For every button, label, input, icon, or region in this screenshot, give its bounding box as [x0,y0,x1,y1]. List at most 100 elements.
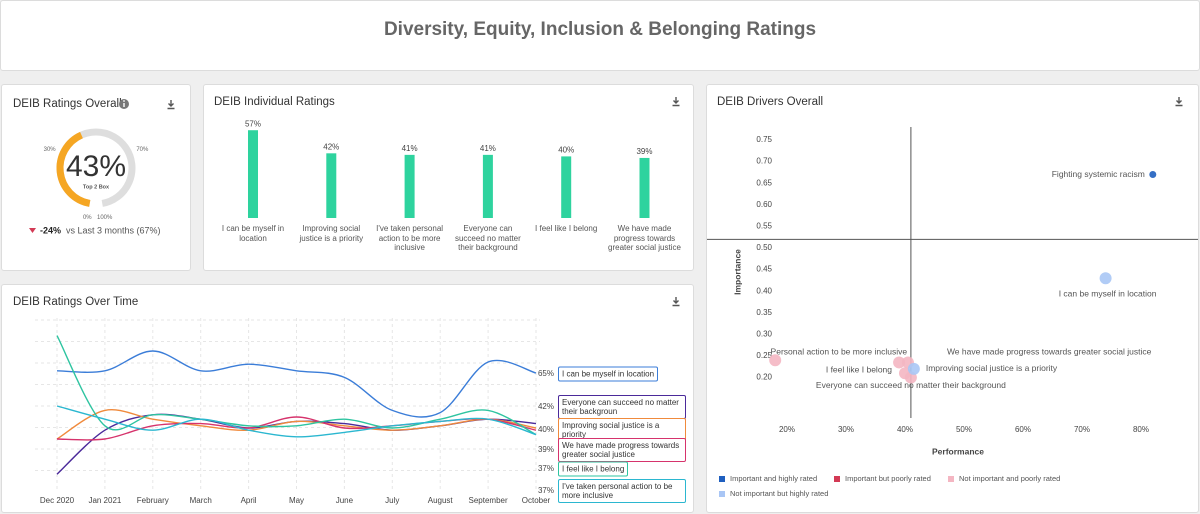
scatter-point [893,356,906,369]
y-tick-label: 0.50 [756,243,772,252]
panel-title: DEIB Ratings Overall [13,98,122,110]
point-label: I feel like I belong [826,364,892,374]
gauge-tick-label: 100% [97,215,113,221]
end-value-label: 40% [538,425,554,434]
series-line [56,409,537,440]
x-tick-label: April [241,496,257,505]
x-tick-label: Jan 2021 [88,496,121,505]
download-icon[interactable] [672,297,680,307]
legend-label: Important but poorly rated [845,474,931,483]
x-tick-label: February [137,496,169,505]
bar-value-label: 42% [323,142,339,151]
x-tick-label: 40% [897,425,913,434]
y-tick-label: 0.20 [756,373,772,382]
point-label: We have made progress towards greater so… [947,347,1152,357]
scatter-point [1099,272,1112,285]
panel-title: DEIB Ratings Over Time [13,296,138,308]
bar-value-label: 40% [558,146,574,155]
series-line [56,405,537,438]
bar [248,130,258,218]
scatter-point [1149,171,1157,179]
kpi-change: -24% [40,225,61,235]
x-tick-label: March [190,496,212,505]
bar-panel [203,84,694,271]
legend-swatch [948,476,954,482]
point-label: Everyone can succeed no matter their bac… [816,380,1006,390]
y-tick-label: 0.60 [756,200,772,209]
bar-value-label: 57% [245,119,261,128]
bar-value-label: 39% [636,147,652,156]
x-tick-label: 80% [1133,425,1149,434]
point-label: Fighting systemic racism [1052,169,1145,179]
legend-swatch [719,491,725,497]
x-axis-title: Performance [932,446,984,456]
x-tick-label: 70% [1074,425,1090,434]
y-tick-label: 0.65 [756,178,772,187]
bar [482,154,493,218]
download-icon[interactable] [167,100,175,110]
bar-category-label: We have made progress towards greater so… [608,224,681,252]
x-tick-label: May [289,496,304,505]
bar [639,157,650,218]
series-line [56,335,537,436]
bar [404,154,415,218]
y-axis-title: Importance [732,249,742,295]
x-tick-label: Dec 2020 [40,496,75,505]
scatter-point [769,354,782,367]
header [0,0,1200,71]
x-tick-label: June [336,496,354,505]
download-icon[interactable] [1175,97,1183,107]
page-title: Diversity, Equity, Inclusion & Belonging… [384,19,816,40]
end-value-label: 39% [538,445,554,454]
gauge-arc [56,131,91,207]
x-tick-label: August [428,496,454,505]
legend-swatch [834,476,840,482]
x-tick-label: 20% [779,425,795,434]
series-line [56,350,537,418]
bar-category-label: I feel like I belong [535,224,598,233]
bar-value-label: 41% [480,144,496,153]
bar [326,153,337,218]
x-tick-label: 60% [1015,425,1031,434]
kpi-panel [1,84,191,271]
y-tick-label: 0.25 [756,351,772,360]
series-label: Everyone can succeed no matter their bac… [558,395,686,419]
info-icon[interactable] [119,99,129,109]
x-tick-label: 50% [956,425,972,434]
legend-swatch [719,476,725,482]
bar-value-label: 41% [402,144,418,153]
y-tick-label: 0.45 [756,265,772,274]
y-tick-label: 0.30 [756,329,772,338]
point-label: I can be myself in location [1059,288,1157,298]
end-value-label: 65% [538,369,554,378]
x-tick-label: September [469,496,508,505]
download-icon[interactable] [672,97,680,107]
gauge-tick-label: 70% [136,147,149,153]
end-value-label: 42% [538,402,554,411]
series-label: I've taken personal action to be more in… [558,479,686,503]
bar [561,156,572,218]
bar-category-label: Improving social justice is a priority [299,224,364,243]
x-tick-label: 30% [838,425,854,434]
scatter-panel [706,84,1199,513]
series-label: I feel like I belong [558,461,629,477]
bar-category-label: I've taken personal action to be more in… [376,224,444,252]
panel-title: DEIB Drivers Overall [717,96,823,108]
y-tick-label: 0.70 [756,157,772,166]
down-arrow [29,228,36,233]
kpi-value: 43% [66,150,126,183]
point-label: Improving social justice is a priority [926,363,1058,373]
bar-category-label: I can be myself in location [221,224,285,243]
y-tick-label: 0.55 [756,221,772,230]
end-value-label: 37% [538,486,554,495]
legend-label: Important and highly rated [730,474,817,483]
legend-label: Not important but highly rated [730,489,828,498]
point-label: Personal action to be more inclusive [771,347,908,357]
gauge-tick-label: 0% [83,215,92,221]
series-label: I can be myself in location [558,366,659,382]
y-tick-label: 0.75 [756,135,772,144]
kpi-caption: Top 2 Box [83,184,110,190]
legend-label: Not important and poorly rated [959,474,1060,483]
